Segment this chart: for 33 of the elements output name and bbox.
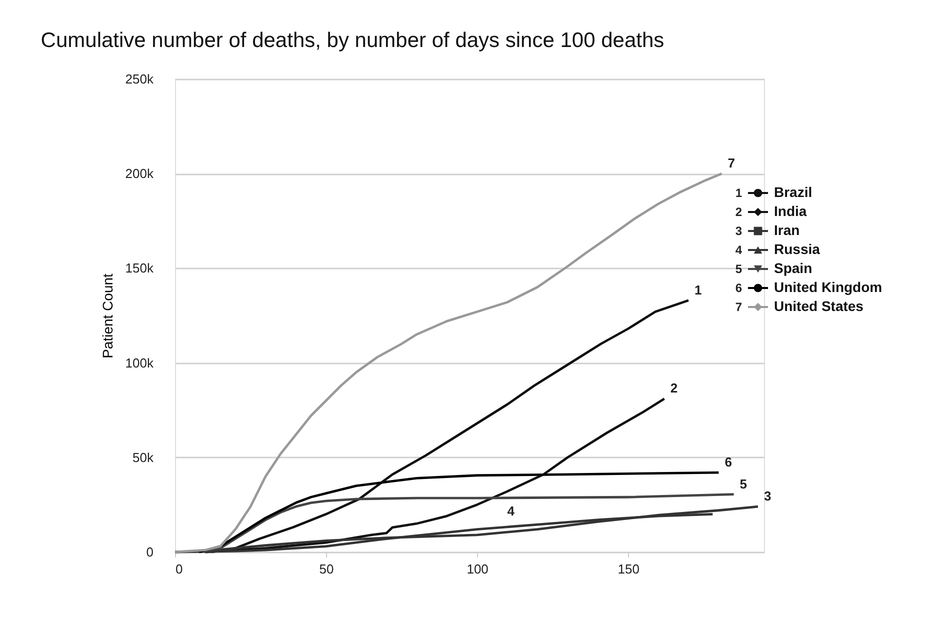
y-tick-label: 50k (132, 450, 154, 465)
x-tick-label: 50 (319, 562, 334, 576)
annotation: 1 (694, 282, 702, 298)
text: 6 (735, 281, 742, 295)
x-tick-label: 150 (618, 562, 640, 576)
text: 1 (735, 186, 742, 200)
legend-label: United States (774, 298, 864, 314)
legend-label: Brazil (774, 184, 812, 200)
annotation: 5 (740, 476, 748, 492)
legend-label: India (774, 203, 807, 219)
legend-label: Spain (774, 260, 812, 276)
text: 2 (735, 205, 742, 219)
text: 7 (735, 300, 742, 314)
y-tick-label: 0 (146, 544, 154, 560)
y-tick-label: 100k (125, 355, 154, 370)
text: 4 (735, 243, 742, 257)
y-axis-title: Patient Count (99, 273, 116, 358)
y-tick-label: 150k (125, 260, 154, 276)
annotation: 7 (728, 156, 735, 171)
x-tick-label: 100 (466, 562, 488, 576)
annotation: 6 (724, 454, 732, 470)
y-tick-label: 250k (125, 72, 154, 86)
legend-label: United Kingdom (774, 279, 882, 295)
annotation: 2 (670, 380, 678, 396)
annotation: 3 (764, 488, 772, 504)
legend-label: Russia (774, 241, 820, 257)
chart-title: Cumulative number of deaths, by number of days since 100 deaths (40, 29, 664, 52)
y-tick-label: 200k (125, 166, 154, 182)
text: 5 (735, 262, 742, 276)
text: 3 (735, 224, 742, 238)
annotation: 4 (507, 504, 516, 519)
x-tick-label: 0 (176, 562, 183, 576)
legend-label: Iran (774, 222, 800, 238)
